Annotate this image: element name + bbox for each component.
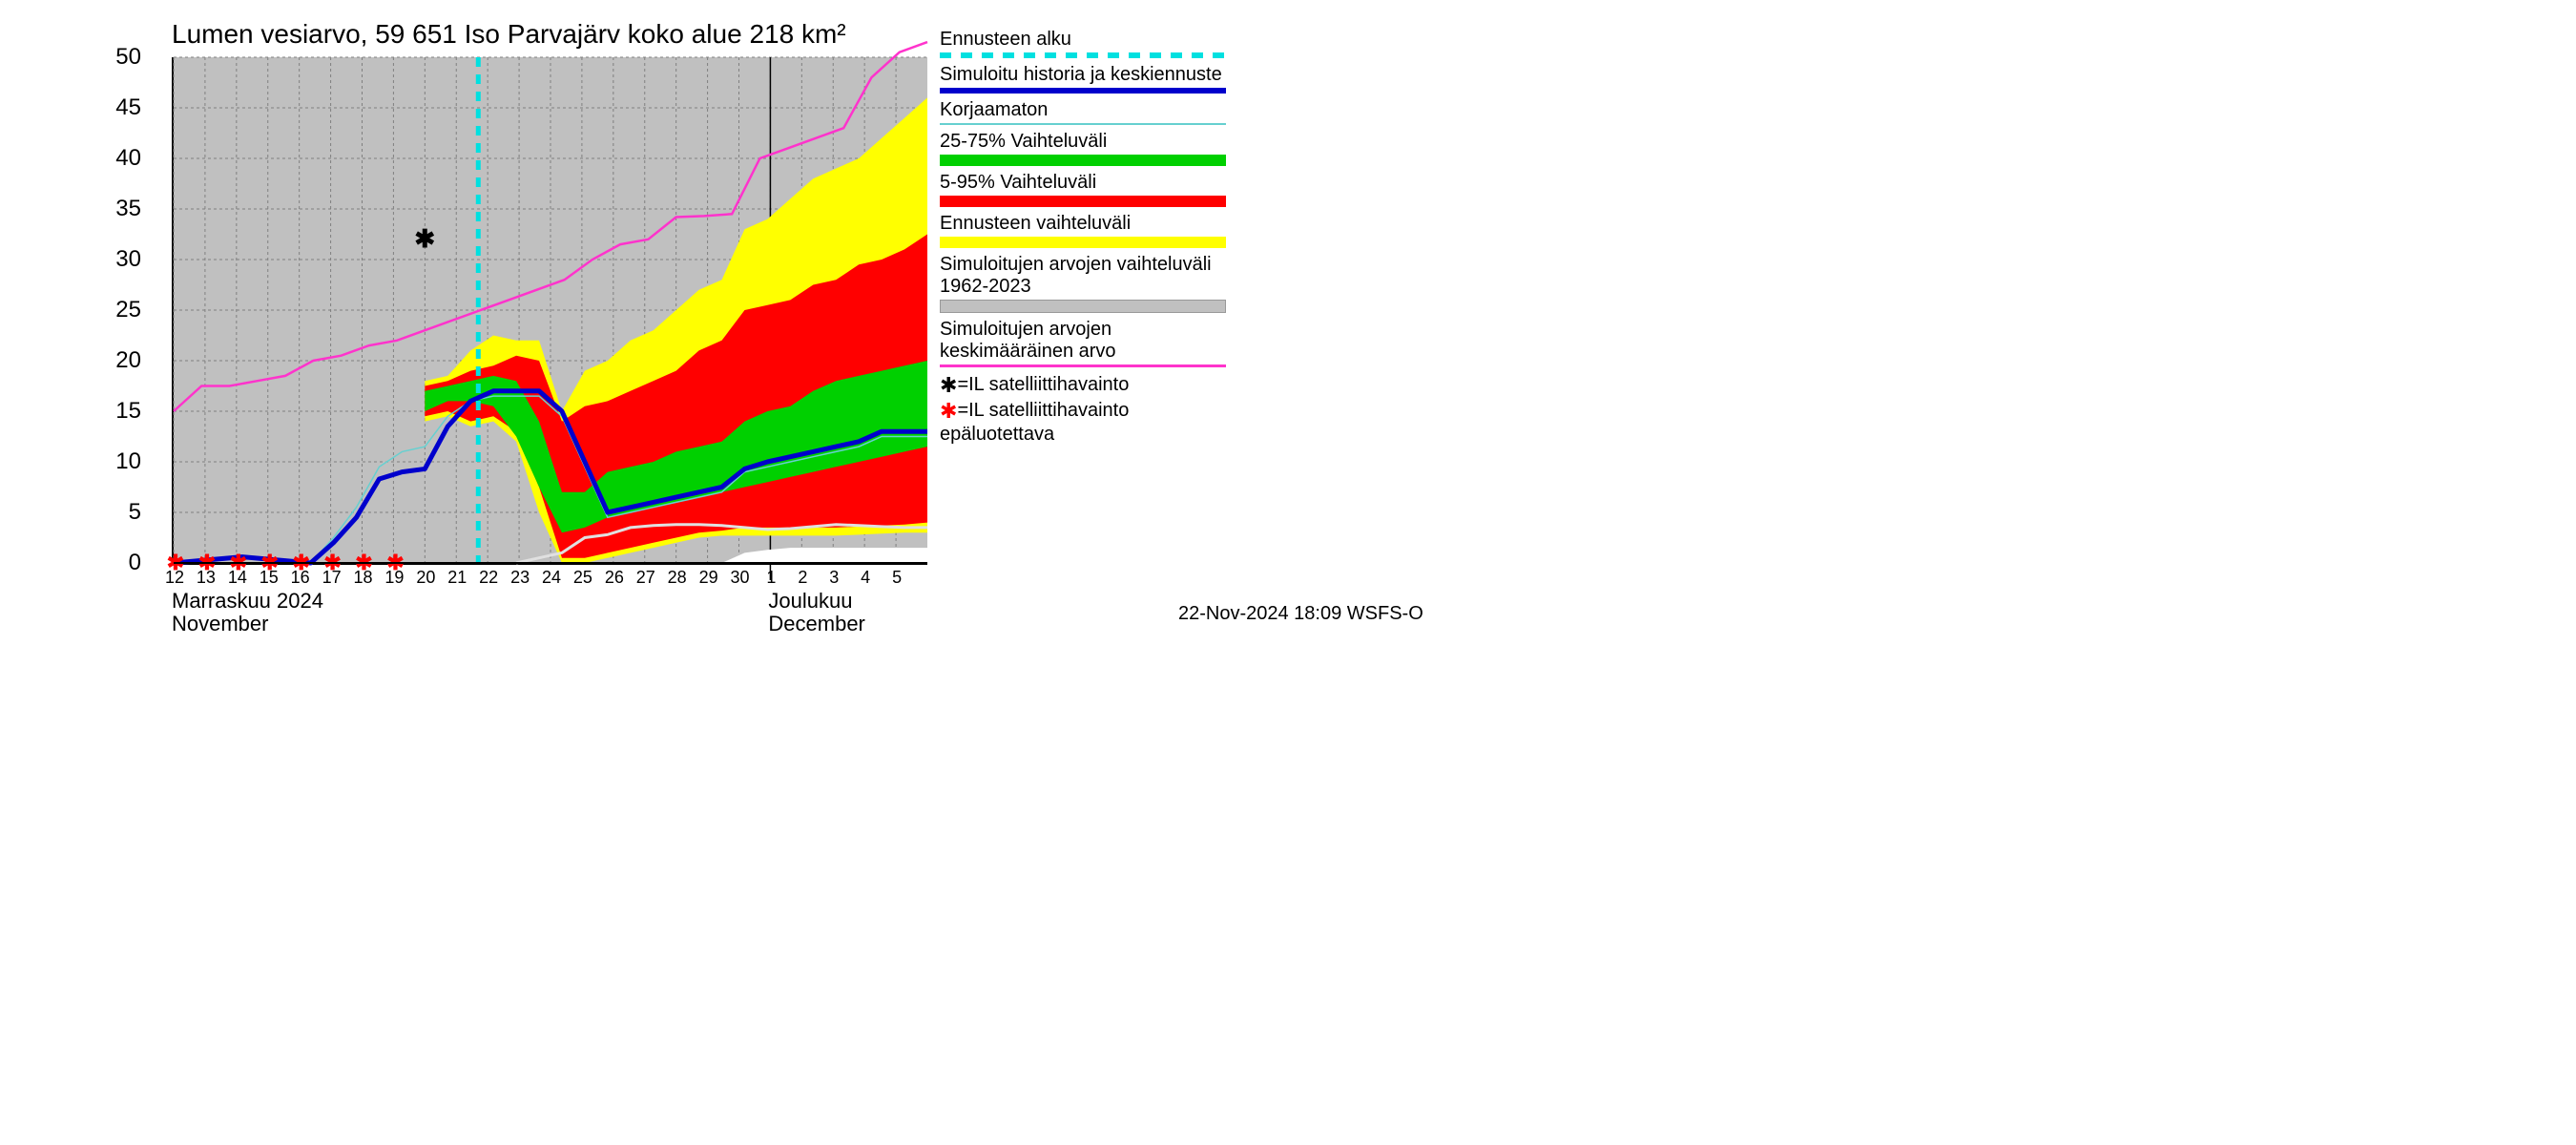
x-tick: 1 [766,568,776,588]
x-tick: 25 [573,568,592,588]
y-tick: 30 [93,246,141,273]
month-label-fi: Joulukuu [768,589,852,614]
x-tick: 13 [197,568,216,588]
month-label-en: December [768,612,864,636]
plot-area: ✱✱✱✱✱✱✱✱✱ [172,57,927,565]
month-label-fi: Marraskuu 2024 [172,589,323,614]
legend-label: Simuloitujen arvojen keskimääräinen arvo [940,319,1226,363]
legend-item: 25-75% Vaihteluväli [940,131,1226,166]
legend-label: ✱=IL satelliittihavainto epäluotettava [940,399,1226,445]
legend-label: Simuloitu historia ja keskiennuste [940,64,1226,86]
legend-item: 5-95% Vaihteluväli [940,172,1226,207]
month-label-en: November [172,612,268,636]
legend-marker-icon: ✱ [940,373,957,397]
y-tick: 25 [93,297,141,323]
legend-label: 5-95% Vaihteluväli [940,172,1226,194]
x-tick: 15 [260,568,279,588]
legend-item: Simuloitu historia ja keskiennuste [940,64,1226,94]
y-tick: 20 [93,347,141,374]
legend-label: ✱=IL satelliittihavainto [940,373,1226,397]
x-tick: 5 [892,568,902,588]
y-tick: 0 [93,550,141,576]
legend-item: Korjaamaton [940,99,1226,125]
y-tick: 50 [93,44,141,71]
svg-text:✱: ✱ [414,224,435,253]
legend-item: Simuloitujen arvojen vaihteluväli 1962-2… [940,254,1226,313]
legend-swatch [940,300,1226,313]
legend-item: ✱=IL satelliittihavainto epäluotettava [940,399,1226,445]
x-tick: 28 [668,568,687,588]
legend-swatch [940,52,1226,58]
x-tick: 21 [447,568,467,588]
y-tick: 5 [93,499,141,526]
x-tick: 4 [861,568,870,588]
legend-item: Ennusteen alku [940,29,1226,58]
x-tick: 26 [605,568,624,588]
x-tick: 24 [542,568,561,588]
x-tick: 23 [510,568,530,588]
legend-label: Simuloitujen arvojen vaihteluväli 1962-2… [940,254,1226,298]
legend-label: 25-75% Vaihteluväli [940,131,1226,153]
legend-item: Simuloitujen arvojen keskimääräinen arvo [940,319,1226,367]
y-tick: 45 [93,94,141,121]
y-tick: 15 [93,398,141,425]
x-ticks: 1213141516171819202122232425262728293012… [172,568,925,644]
chart-container: Lumen vesiarvo / Snow water equiv. mm Lu… [0,0,1431,639]
legend-item: ✱=IL satelliittihavainto [940,373,1226,397]
x-tick: 20 [416,568,435,588]
x-tick: 22 [479,568,498,588]
legend-swatch [940,237,1226,248]
y-tick: 10 [93,448,141,475]
x-tick: 30 [730,568,749,588]
x-tick: 18 [353,568,372,588]
x-tick: 12 [165,568,184,588]
legend-label: Ennusteen vaihteluväli [940,213,1226,235]
x-tick: 17 [322,568,342,588]
x-tick: 19 [384,568,404,588]
x-tick: 3 [829,568,839,588]
legend-marker-icon: ✱ [940,399,957,423]
chart-title: Lumen vesiarvo, 59 651 Iso Parvajärv kok… [172,19,846,50]
legend-label: Korjaamaton [940,99,1226,121]
footer-timestamp: 22-Nov-2024 18:09 WSFS-O [1178,603,1423,625]
legend-swatch [940,155,1226,166]
y-tick: 40 [93,145,141,172]
legend-swatch [940,364,1226,367]
x-tick: 16 [291,568,310,588]
legend-swatch [940,123,1226,125]
y-ticks: 0 5 10 15 20 25 30 35 40 45 50 [86,0,153,639]
x-tick: 27 [636,568,655,588]
x-tick: 14 [228,568,247,588]
legend-label: Ennusteen alku [940,29,1226,51]
legend-swatch [940,196,1226,207]
legend: Ennusteen alku Simuloitu historia ja kesk… [940,29,1226,448]
legend-swatch [940,88,1226,94]
y-tick: 35 [93,196,141,222]
x-tick: 2 [798,568,807,588]
legend-item: Ennusteen vaihteluväli [940,213,1226,248]
x-tick: 29 [699,568,718,588]
